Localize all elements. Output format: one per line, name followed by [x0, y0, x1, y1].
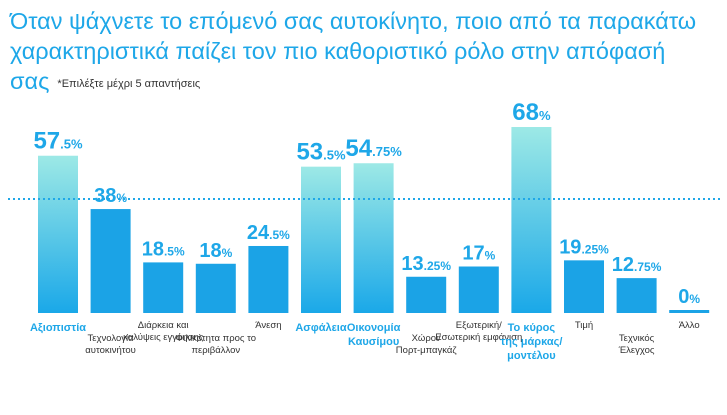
value-label: 54.75%	[345, 135, 402, 162]
value-label: 12.75%	[612, 254, 662, 276]
category-label: Τεχνολογία αυτοκινήτου	[85, 333, 136, 356]
bar	[143, 262, 184, 313]
bar	[248, 245, 289, 313]
bar	[511, 127, 552, 313]
category-label: Αξιοπιστία	[30, 322, 86, 334]
value-label: 18%	[199, 240, 232, 262]
value-label: 13.25%	[401, 253, 451, 275]
category-label: Τιμή	[575, 320, 593, 331]
bar	[406, 276, 447, 313]
category-label: Εξωτερική/Εσωτερική εμφάνιση	[435, 320, 522, 343]
bar	[564, 260, 604, 313]
bar	[90, 209, 131, 313]
value-label: 57.5%	[33, 128, 83, 155]
category-label: Ασφάλεια	[295, 322, 346, 334]
category-label: Διάρκεια και καλύψεις εγγύησης	[123, 320, 204, 343]
value-label: 38%	[94, 185, 127, 207]
category-label: Το κύρος της μάρκας/μοντέλου	[500, 322, 562, 362]
value-label: 68%	[512, 99, 551, 126]
bar	[301, 166, 341, 313]
bar	[669, 310, 710, 313]
category-label: Οικονομία Καυσίμου	[347, 322, 401, 348]
bar	[616, 278, 657, 313]
value-label: 24.5%	[247, 222, 290, 244]
value-label: 53.5%	[296, 139, 346, 166]
category-label: Άλλο	[679, 320, 700, 331]
title-text: Όταν ψάχνετε το επόμενό σας αυτοκίνητο, …	[10, 8, 697, 94]
bar	[38, 155, 78, 313]
value-label: 19.25%	[559, 236, 609, 258]
category-label: Χώροι/Πορτ-μπαγκάζ	[396, 333, 458, 356]
bar	[195, 263, 236, 313]
category-label: Άνεση	[255, 320, 281, 331]
value-label: 0%	[678, 286, 700, 308]
value-label: 17%	[462, 243, 495, 265]
category-label: Φιλικότητα προς το περιβάλλον	[176, 333, 256, 356]
value-label: 18.5%	[142, 238, 185, 260]
bar	[353, 163, 394, 313]
category-label: Τεχνικός Έλεγχος	[618, 333, 655, 356]
selection-note: *Επιλέξτε μέχρι 5 απαντήσεις	[57, 78, 201, 90]
chart-title: Όταν ψάχνετε το επόμενό σας αυτοκίνητο, …	[10, 6, 725, 99]
bar	[458, 266, 499, 313]
